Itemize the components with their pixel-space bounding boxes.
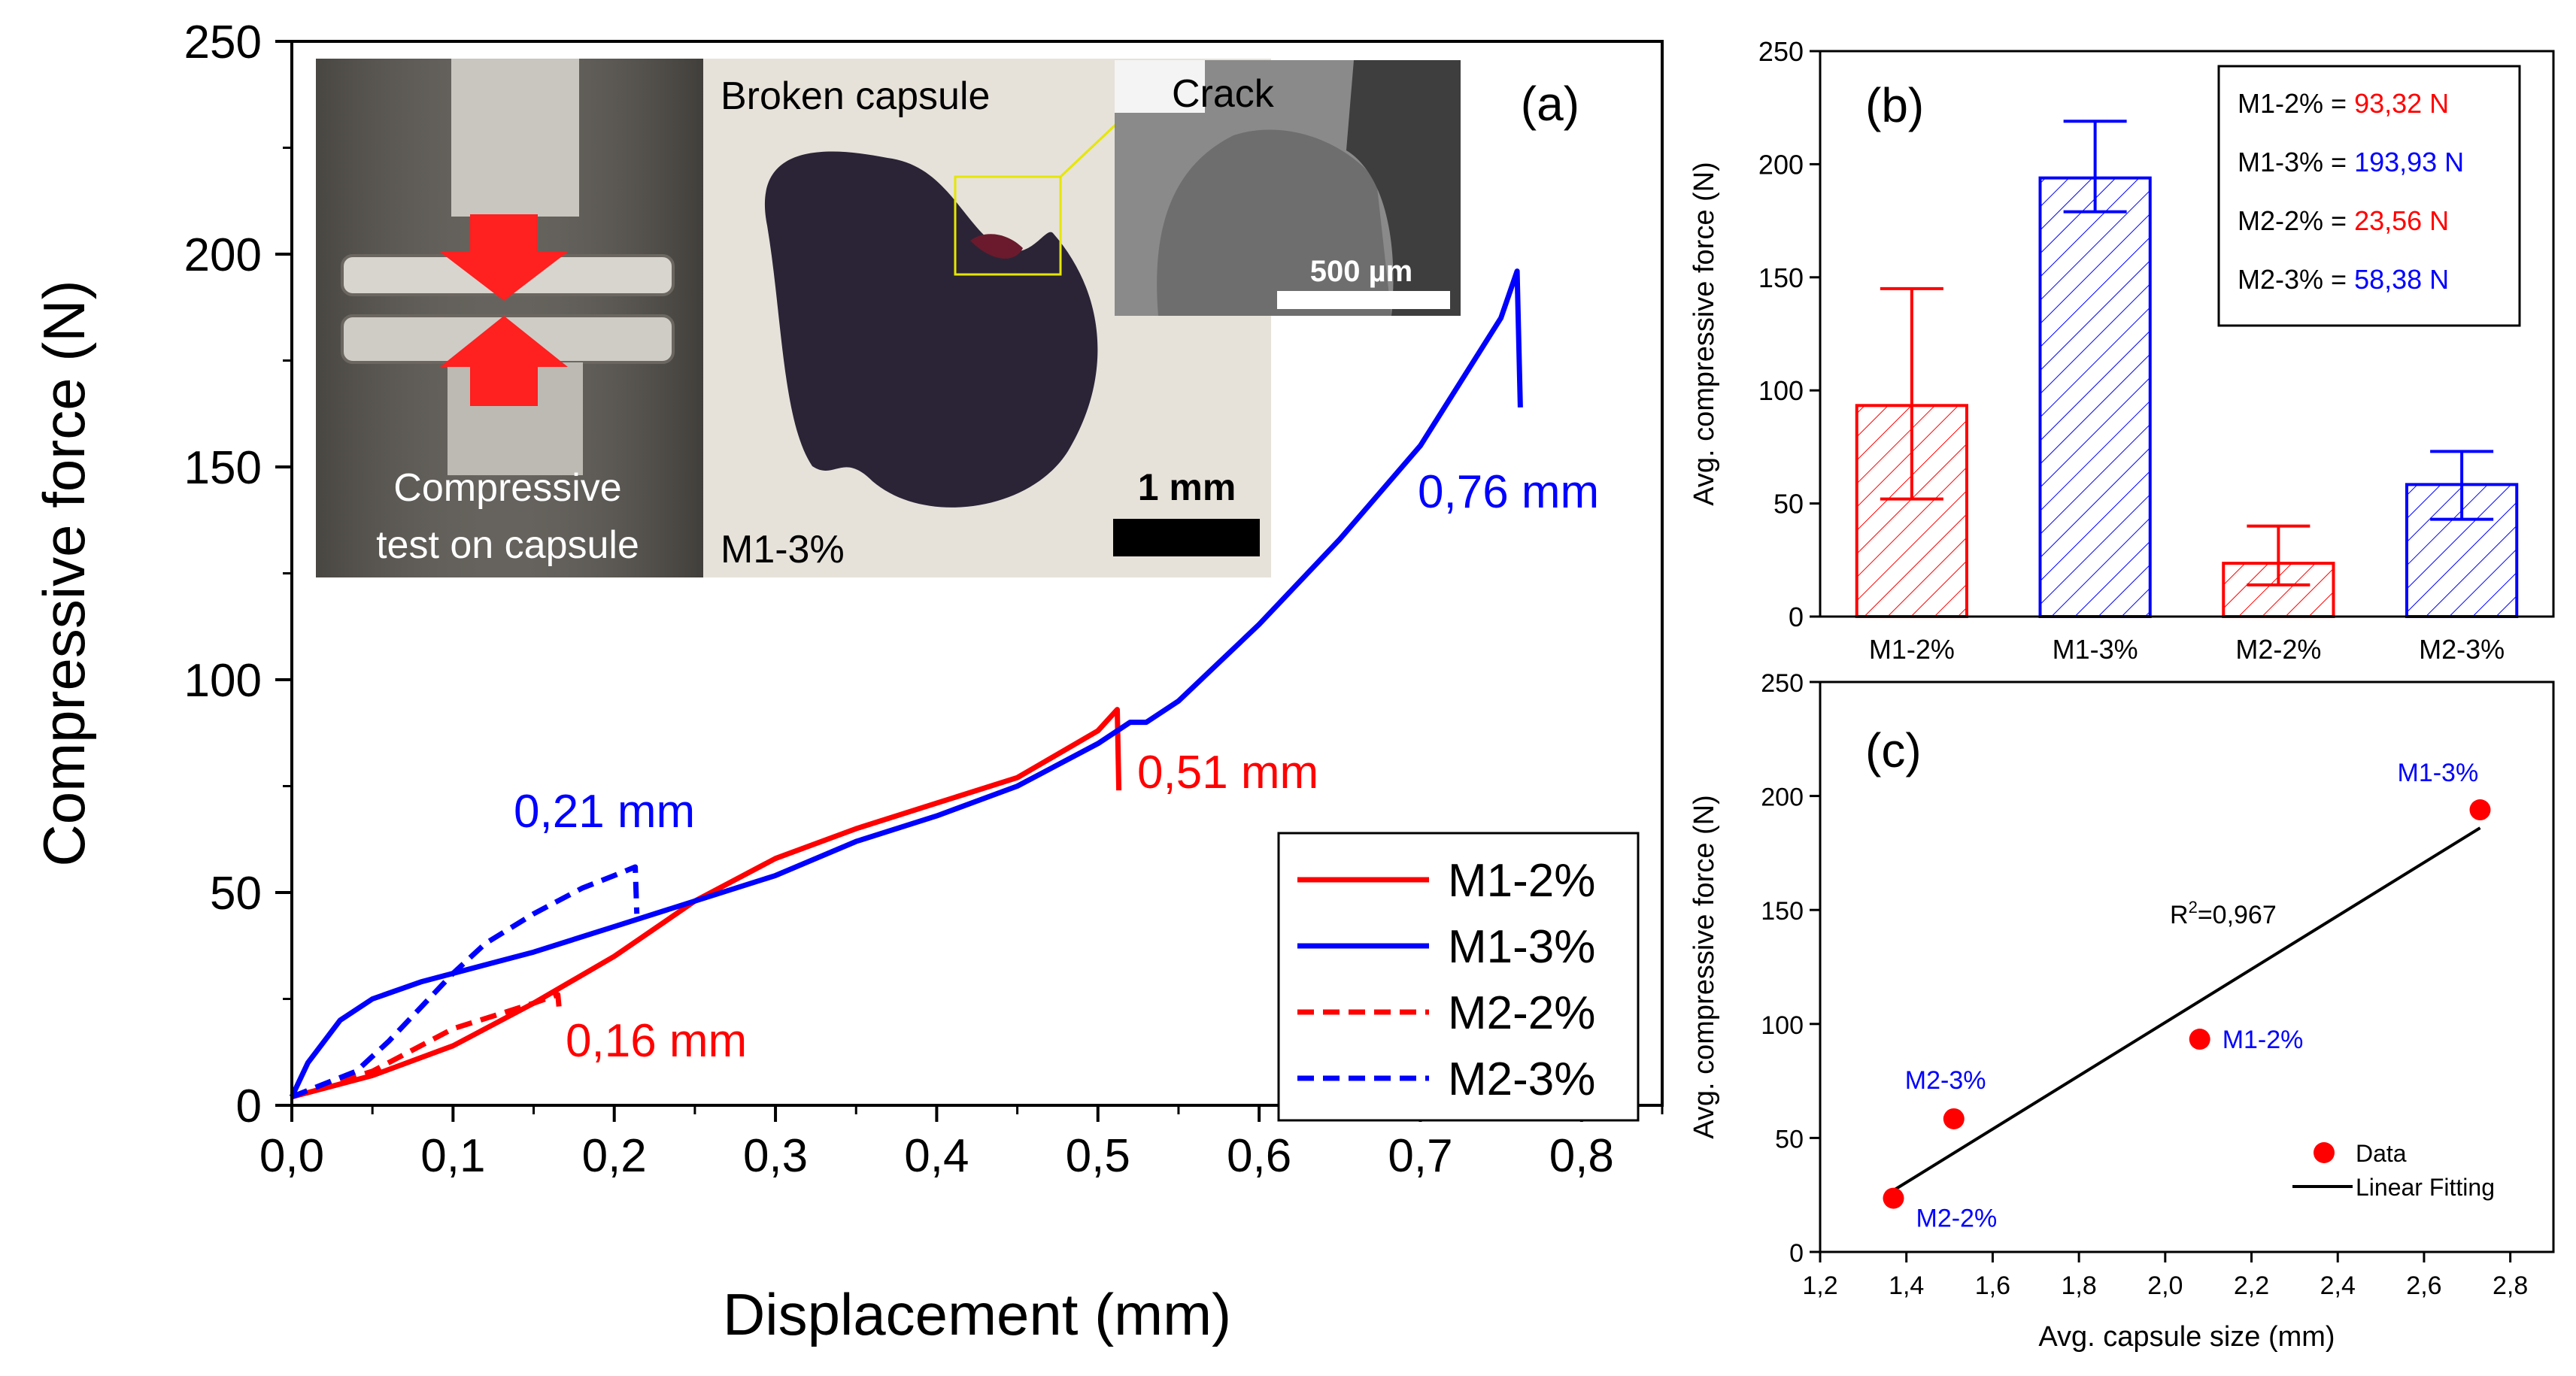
y-tick-label: 200 [1761,783,1804,812]
y-tick-label: 150 [184,442,262,494]
sample-label: M1-3% [721,528,845,571]
legend-label: M2-3% [1448,1053,1595,1105]
panel-label-b: (b) [1865,78,1924,132]
panel-c-chart: M2-2% M2-3% M1-2% M1-3% R2=0,967 1,2 1,4 1,6 1,… [1689,669,2555,1353]
x-tick-label: 0,3 [743,1130,808,1182]
point-label: M2-3% [1905,1066,1986,1095]
plot-frame [1819,680,2555,1253]
y-tick-label: 150 [1758,262,1804,293]
scale-bar-500um [1277,291,1450,309]
x-tick-label: 0,0 [259,1130,324,1182]
data-point [2469,799,2491,821]
data-point [2189,1029,2210,1050]
y-tick-label: 100 [1758,375,1804,406]
break-annotation: 0,21 mm [514,786,695,838]
linear-fit-line [1892,826,2481,1192]
capsule-title: Broken capsule [721,74,990,118]
x-axis-title: Displacement (mm) [723,1281,1231,1347]
scale-label-500um: 500 µm [1310,255,1412,288]
y-tick-label: 0 [236,1080,262,1132]
y-tick-label: 50 [1775,1125,1804,1153]
crack-label: Crack [1172,72,1275,116]
data-point [1943,1108,1965,1129]
y-tick-label: 250 [1758,36,1804,67]
legend-label: M1-2% [1448,855,1595,907]
panel-a-chart: Compressive test on capsule Broken capsu… [31,17,1664,1347]
y-tick-label: 0 [1789,602,1804,632]
point-label: M1-3% [2398,759,2479,787]
legend-box [2217,65,2521,327]
panel-label-a: (a) [1521,77,1579,131]
legend-entry: M1-2% = 93,32 N [2238,88,2449,119]
legend-label: Linear Fitting [2356,1174,2495,1201]
legend-entry: M1-3% = 193,93 N [2238,147,2464,177]
x-tick-label: 2,2 [2234,1271,2269,1300]
data-point [1883,1187,1904,1209]
x-tick-label: 0,5 [1066,1130,1130,1182]
x-axis-title: Avg. capsule size (mm) [2038,1321,2335,1353]
point-label: M2-2% [1916,1205,1998,1233]
legend-marker [2314,1142,2335,1163]
x-tick-label: 1,4 [1889,1271,1924,1300]
arrow-down-icon [440,214,568,301]
x-tick-label: 1,6 [1975,1271,2010,1300]
x-tick-label: 0,8 [1549,1130,1614,1182]
r-squared-label: R2=0,967 [2170,898,2277,929]
crack-highlight-box [954,175,1062,276]
x-tick-label: M2-3% [2419,634,2505,665]
broken-capsule [764,151,1098,508]
x-tick-label: 0,7 [1388,1130,1452,1182]
y-axis-title: Avg. compressive force (N) [1689,162,1720,506]
break-annotation: 0,16 mm [566,1015,747,1067]
series-line-M1-3% [289,268,1523,1099]
x-tick-label: 0,6 [1227,1130,1291,1182]
x-tick-label: M1-2% [1869,634,1955,665]
upper-fixture [451,59,579,217]
legend-label: M2-2% [1448,987,1595,1039]
y-axis-title: Avg. compressive force (N) [1689,795,1720,1139]
y-tick-label: 0 [1789,1239,1804,1268]
x-tick-label: M2-2% [2235,634,2321,665]
y-tick-label: 100 [184,655,262,707]
inset-caption-line2: test on capsule [376,523,639,567]
scale-label-1mm: 1 mm [1138,466,1236,508]
y-tick-label: 200 [1758,149,1804,180]
x-tick-label: 2,8 [2493,1271,2528,1300]
y-tick-label: 200 [184,229,262,281]
y-axis-title: Compressive force (N) [31,280,97,866]
x-tick-label: 1,2 [1802,1271,1837,1300]
scale-bar-1mm [1113,519,1260,556]
y-tick-label: 150 [1761,897,1804,926]
bar-M1-3% [2038,176,2152,618]
break-annotation: 0,51 mm [1137,747,1318,799]
y-tick-label: 50 [1773,489,1804,520]
x-tick-label: 0,2 [582,1130,647,1182]
legend-label: M1-3% [1448,921,1595,973]
panel-b-chart: M1-2% M1-3% M2-2% M2-3% 0 50 100 150 200 250 Avg.… [1689,36,2555,665]
plot-frame [1819,50,2555,618]
break-annotation: 0,76 mm [1418,466,1599,518]
series-line-M2-2% [290,992,563,1100]
x-tick-label: 0,1 [420,1130,485,1182]
x-tick-label: 1,8 [2061,1271,2096,1300]
legend-entry: M2-2% = 23,56 N [2238,205,2449,236]
x-tick-label: 2,4 [2320,1271,2356,1300]
x-tick-label: M1-3% [2053,634,2138,665]
point-label: M1-2% [2223,1026,2304,1054]
y-tick-label: 250 [184,17,262,68]
legend-entry: M2-3% = 58,38 N [2238,264,2449,295]
panel-label-c: (c) [1865,723,1922,777]
inset-caption-line1: Compressive [393,466,621,510]
y-tick-label: 250 [1761,669,1804,698]
x-tick-label: 2,0 [2147,1271,2183,1300]
x-tick-label: 0,4 [904,1130,969,1182]
y-tick-label: 50 [210,868,262,920]
legend-label: Data [2356,1140,2407,1167]
inset-images: Compressive test on capsule Broken capsu… [316,59,1461,577]
x-tick-label: 2,6 [2406,1271,2441,1300]
y-tick-label: 100 [1761,1011,1804,1040]
arrow-up-icon [440,316,568,406]
series-line-M1-2% [291,707,1122,1100]
